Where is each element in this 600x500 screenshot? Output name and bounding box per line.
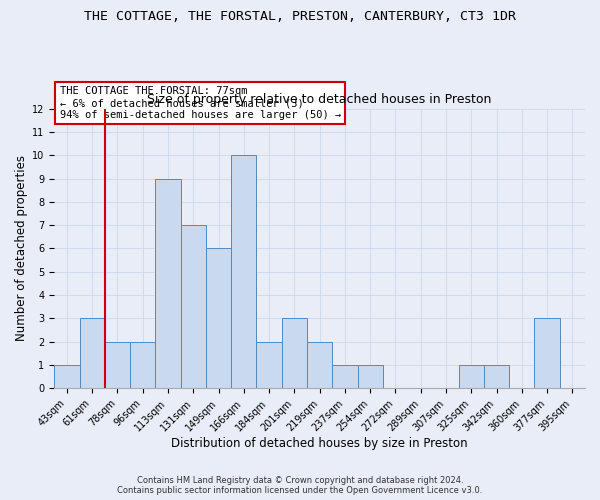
Bar	[484, 365, 509, 388]
Bar	[307, 342, 332, 388]
Text: Contains HM Land Registry data © Crown copyright and database right 2024.
Contai: Contains HM Land Registry data © Crown c…	[118, 476, 482, 495]
Bar	[231, 156, 256, 388]
Title: Size of property relative to detached houses in Preston: Size of property relative to detached ho…	[148, 93, 492, 106]
Bar	[256, 342, 282, 388]
Bar	[282, 318, 307, 388]
Bar	[458, 365, 484, 388]
Bar	[332, 365, 358, 388]
Bar	[130, 342, 155, 388]
Bar	[181, 225, 206, 388]
Y-axis label: Number of detached properties: Number of detached properties	[15, 156, 28, 342]
X-axis label: Distribution of detached houses by size in Preston: Distribution of detached houses by size …	[172, 437, 468, 450]
Bar	[358, 365, 383, 388]
Text: THE COTTAGE THE FORSTAL: 77sqm
← 6% of detached houses are smaller (3)
94% of se: THE COTTAGE THE FORSTAL: 77sqm ← 6% of d…	[59, 86, 341, 120]
Bar	[206, 248, 231, 388]
Bar	[80, 318, 105, 388]
Bar	[54, 365, 80, 388]
Bar	[155, 178, 181, 388]
Bar	[535, 318, 560, 388]
Bar	[105, 342, 130, 388]
Text: THE COTTAGE, THE FORSTAL, PRESTON, CANTERBURY, CT3 1DR: THE COTTAGE, THE FORSTAL, PRESTON, CANTE…	[84, 10, 516, 23]
